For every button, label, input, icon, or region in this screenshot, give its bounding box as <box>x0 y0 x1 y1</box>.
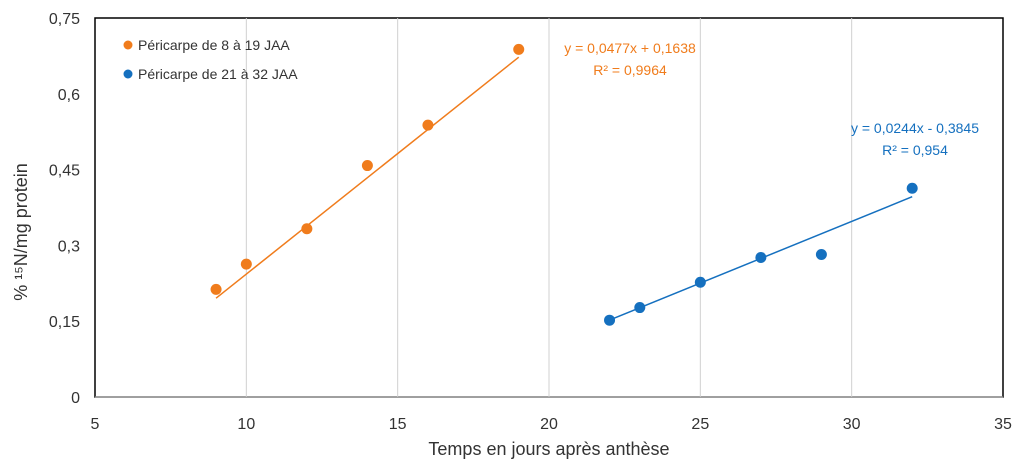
x-tick-label: 15 <box>389 416 407 433</box>
y-tick-label: 0,45 <box>49 163 80 180</box>
y-tick-label: 0,75 <box>49 11 80 28</box>
data-point-series-1 <box>513 43 525 55</box>
equation-series-2: y = 0,0244x - 0,3845 <box>851 120 979 136</box>
y-tick-label: 0,6 <box>58 87 80 104</box>
legend-marker-series-2 <box>123 69 133 79</box>
legend-label-series-1: Péricarpe de 8 à 19 JAA <box>138 37 290 53</box>
x-axis-title: Temps en jours après anthèse <box>428 439 669 459</box>
x-tick-label: 20 <box>540 416 558 433</box>
trend-equation-series-2: y = 0,0244x - 0,3845 R² = 0,954 <box>851 120 979 158</box>
y-axis: 0 0,15 0,3 0,45 0,6 0,75 <box>49 11 80 407</box>
grid <box>95 18 1003 398</box>
x-tick-label: 35 <box>994 416 1012 433</box>
y-tick-label: 0,3 <box>58 238 80 255</box>
trendlines <box>215 56 913 321</box>
equation-series-1: y = 0,0477x + 0,1638 <box>564 40 696 56</box>
legend-marker-series-1 <box>123 40 133 50</box>
data-point-series-2 <box>694 276 706 288</box>
x-axis: 5 10 15 20 25 30 35 <box>91 416 1012 433</box>
data-point-series-1 <box>240 258 252 270</box>
r2-series-1: R² = 0,9964 <box>593 62 667 78</box>
trendline-series-1 <box>215 56 520 299</box>
data-point-series-2 <box>604 314 616 326</box>
data-point-series-1 <box>422 119 434 131</box>
data-point-series-1 <box>210 283 222 295</box>
y-axis-title: % ¹⁵N/mg protein <box>11 163 31 301</box>
x-tick-label: 5 <box>91 416 100 433</box>
data-points <box>210 43 918 326</box>
y-tick-label: 0 <box>71 390 80 407</box>
data-point-series-2 <box>815 248 827 260</box>
trend-equation-series-1: y = 0,0477x + 0,1638 R² = 0,9964 <box>564 40 696 78</box>
legend: Péricarpe de 8 à 19 JAA Péricarpe de 21 … <box>123 37 298 82</box>
data-point-series-1 <box>301 223 313 235</box>
x-tick-label: 30 <box>843 416 861 433</box>
x-tick-label: 10 <box>237 416 255 433</box>
data-point-series-1 <box>361 160 373 172</box>
y-tick-label: 0,15 <box>49 314 80 331</box>
legend-label-series-2: Péricarpe de 21 à 32 JAA <box>138 66 298 82</box>
data-point-series-2 <box>755 252 767 264</box>
x-tick-label: 25 <box>691 416 709 433</box>
r2-series-2: R² = 0,954 <box>882 142 948 158</box>
data-point-series-2 <box>906 182 918 194</box>
data-point-series-2 <box>634 302 646 314</box>
